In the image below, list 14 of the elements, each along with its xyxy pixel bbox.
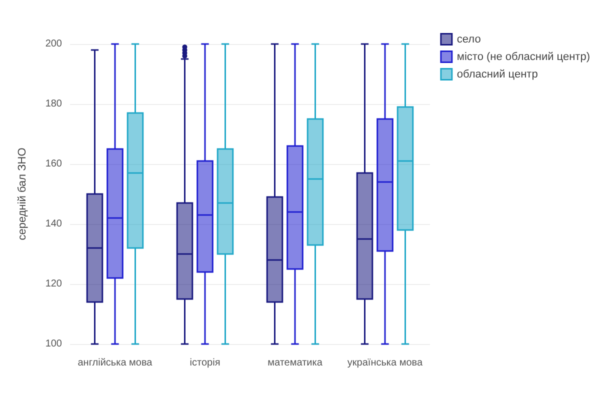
x-tick-label: українська мова (347, 358, 423, 368)
y-tick-label: 140 (45, 218, 62, 230)
y-tick-label: 160 (45, 158, 62, 170)
y-tick-label: 120 (45, 278, 62, 290)
y-tick-label: 180 (45, 98, 62, 110)
legend-label: село (456, 33, 481, 46)
x-tick-label: історія (190, 358, 220, 368)
y-tick-label: 200 (45, 38, 62, 50)
legend-label: обласний центр (456, 68, 538, 80)
y-tick-label: 100 (45, 338, 62, 350)
y-axis-title: середній бал ЗНО (16, 147, 28, 240)
legend-label: місто (не обласний центр) (456, 50, 590, 63)
x-tick-label: математика (268, 358, 323, 368)
x-tick-label: англійська мова (78, 358, 153, 368)
